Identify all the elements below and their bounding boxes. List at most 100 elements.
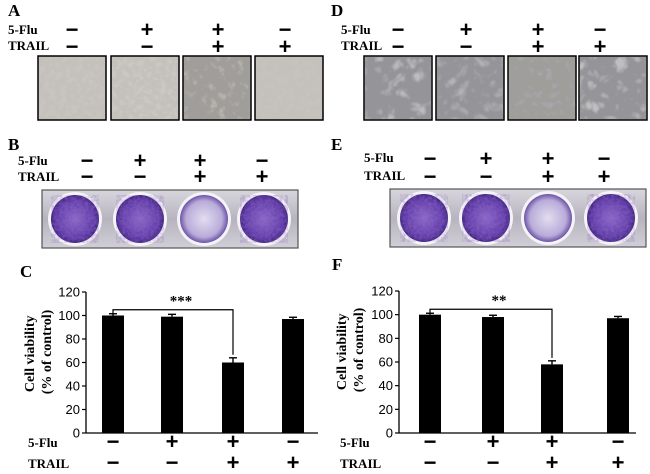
- micrograph: [110, 55, 180, 121]
- panel-label-b: B: [8, 135, 19, 154]
- plate-e: [389, 188, 647, 248]
- micrograph: [435, 55, 505, 121]
- trail-sign: −: [141, 34, 154, 59]
- bar: [102, 315, 124, 433]
- stained-well: [177, 192, 231, 246]
- micrograph: [507, 55, 577, 121]
- panel-label-c: C: [20, 262, 32, 281]
- significance-label: ***: [170, 294, 193, 310]
- trail-sign: +: [212, 34, 225, 59]
- trail-sign: +: [542, 164, 555, 189]
- trail-label: TRAIL: [364, 168, 406, 183]
- stained-well: [113, 192, 167, 246]
- trail-sign: −: [487, 450, 500, 474]
- flu-sign: +: [532, 17, 545, 42]
- panel-label-e: E: [331, 135, 342, 154]
- micrograph-row-a: [37, 55, 324, 121]
- trail-sign: −: [480, 164, 493, 189]
- flu-sign: −: [256, 148, 269, 173]
- flu-sign: +: [487, 429, 500, 454]
- panel-label-a: A: [8, 1, 21, 20]
- flu-sign: +: [134, 148, 147, 173]
- flu-sign: −: [66, 17, 79, 42]
- micrograph: [182, 55, 252, 121]
- bar: [161, 316, 183, 433]
- trail-sign: −: [134, 164, 147, 189]
- flu-sign: +: [542, 146, 555, 171]
- y-tick-label: 60: [66, 355, 80, 370]
- y-tick-label: 20: [66, 402, 80, 417]
- trail-sign: +: [594, 34, 607, 59]
- flu-sign: +: [166, 429, 179, 454]
- flu-label: 5-Flu: [340, 435, 370, 450]
- y-tick-label: 80: [66, 332, 80, 347]
- trail-sign: +: [532, 34, 545, 59]
- treatment-header-d: 5-Flu TRAIL −−+−++−+: [341, 17, 606, 59]
- trail-sign: +: [279, 34, 292, 59]
- bar: [282, 319, 304, 433]
- micrograph: [363, 55, 433, 121]
- y-tick-label: 40: [66, 379, 80, 394]
- flu-label: 5-Flu: [8, 22, 38, 37]
- trail-sign: −: [424, 164, 437, 189]
- flu-sign: −: [392, 17, 405, 42]
- flu-sign: −: [612, 429, 625, 454]
- trail-sign: +: [256, 164, 269, 189]
- y-tick-label: 0: [386, 426, 393, 441]
- micrograph: [37, 55, 107, 121]
- flu-sign: −: [279, 17, 292, 42]
- trail-sign: −: [66, 34, 79, 59]
- treatment-header-a: 5-Flu TRAIL −−+−++−+: [8, 17, 291, 59]
- flu-sign: −: [594, 17, 607, 42]
- significance-bracket: [429, 308, 553, 358]
- y-axis-label: Cell viability (% of control): [335, 307, 367, 392]
- y-tick-label: 0: [73, 426, 80, 441]
- stained-well: [237, 192, 291, 246]
- micrograph: [254, 55, 324, 121]
- flu-sign: +: [194, 148, 207, 173]
- flu-sign: +: [546, 429, 559, 454]
- flu-label: 5-Flu: [364, 150, 394, 165]
- treatment-header-b: 5-Flu TRAIL −−+−++−+: [18, 148, 268, 189]
- flu-sign: −: [107, 429, 120, 454]
- micrograph-row-d: [363, 55, 648, 121]
- panel-label-f: F: [332, 255, 342, 274]
- flu-sign: −: [81, 148, 94, 173]
- trail-sign: +: [194, 164, 207, 189]
- y-axis-label: Cell viability (% of control): [23, 309, 55, 394]
- trail-label: TRAIL: [8, 38, 50, 53]
- trail-sign: −: [424, 450, 437, 474]
- panel-label-d: D: [331, 1, 343, 20]
- trail-label: TRAIL: [28, 456, 70, 471]
- trail-sign: −: [81, 164, 94, 189]
- flu-sign: +: [480, 146, 493, 171]
- trail-label: TRAIL: [340, 456, 382, 471]
- stained-well: [48, 192, 102, 246]
- significance-bracket: [112, 309, 234, 355]
- y-tick-label: 80: [379, 331, 393, 346]
- bar: [222, 362, 244, 433]
- treatment-header-e: 5-Flu TRAIL −−+−++−+: [364, 146, 610, 189]
- bar: [607, 318, 629, 433]
- flu-sign: +: [141, 17, 154, 42]
- trail-sign: +: [612, 450, 625, 474]
- bar-chart-c: Cell viability (% of control) 5-Flu TRAI…: [23, 285, 318, 474]
- trail-sign: +: [546, 450, 559, 474]
- flu-sign: +: [212, 17, 225, 42]
- flu-sign: −: [598, 146, 611, 171]
- flu-label: 5-Flu: [28, 435, 58, 450]
- trail-sign: −: [392, 34, 405, 59]
- y-tick-label: 100: [371, 307, 393, 322]
- trail-label: TRAIL: [341, 38, 383, 53]
- flu-sign: −: [424, 146, 437, 171]
- trail-sign: +: [287, 450, 300, 474]
- significance-label: **: [492, 293, 507, 309]
- micrograph: [578, 55, 648, 121]
- y-tick-label: 100: [58, 308, 80, 323]
- trail-sign: −: [166, 450, 179, 474]
- flu-sign: −: [424, 429, 437, 454]
- flu-sign: +: [227, 429, 240, 454]
- y-tick-label: 40: [379, 378, 393, 393]
- plate-b: [41, 189, 299, 249]
- trail-sign: −: [460, 34, 473, 59]
